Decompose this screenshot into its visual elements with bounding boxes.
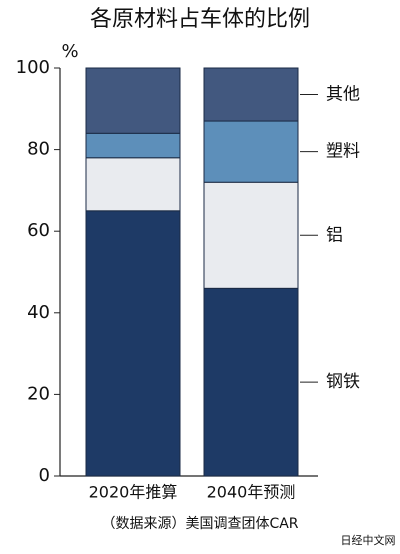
y-unit: % bbox=[61, 41, 78, 62]
bar-segment bbox=[203, 120, 299, 183]
bar-segment bbox=[203, 67, 299, 122]
legend-label: 塑料 bbox=[326, 142, 360, 162]
legend-label: 其他 bbox=[326, 85, 360, 105]
y-tick-label: 40 bbox=[27, 302, 50, 323]
bar-segment bbox=[85, 132, 181, 159]
legend-label: 钢铁 bbox=[326, 372, 360, 392]
legend-label: 铝 bbox=[326, 225, 343, 245]
bar-segment bbox=[85, 67, 181, 134]
x-tick-label: 2020年推算 bbox=[89, 483, 178, 502]
x-tick-label: 2040年预测 bbox=[207, 483, 296, 502]
y-tick-label: 60 bbox=[27, 220, 50, 241]
watermark: 日经中文网 bbox=[341, 533, 396, 547]
y-tick-label: 20 bbox=[27, 383, 50, 404]
y-tick-label: 100 bbox=[16, 57, 50, 78]
y-tick-label: 0 bbox=[39, 465, 50, 486]
source: （数据来源）美国调查团体CAR bbox=[101, 516, 298, 532]
bar-segment bbox=[85, 157, 181, 212]
bar-segment bbox=[203, 181, 299, 289]
chart-title: 各原材料占车体的比例 bbox=[90, 7, 310, 32]
y-tick-label: 80 bbox=[27, 139, 50, 160]
bar-segment bbox=[203, 287, 299, 477]
bar-segment bbox=[85, 210, 181, 477]
